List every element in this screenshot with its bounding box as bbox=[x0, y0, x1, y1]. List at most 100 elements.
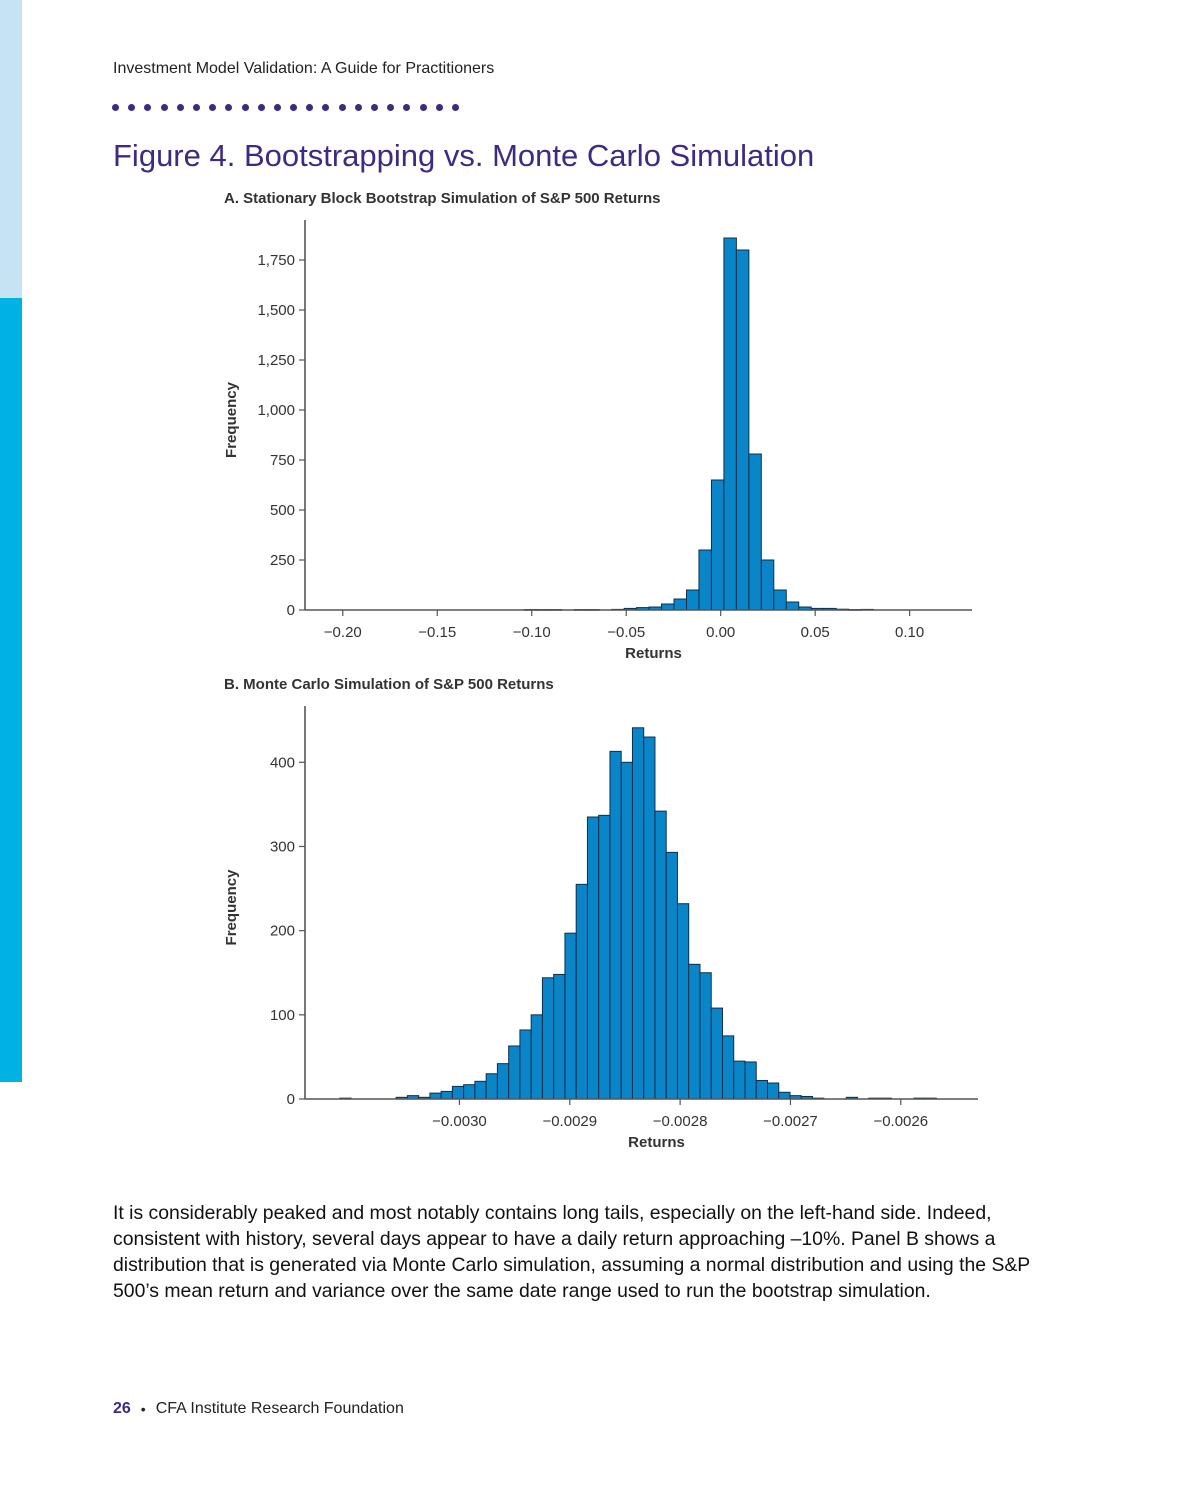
histogram-bar bbox=[785, 601, 800, 611]
histogram-bar bbox=[474, 1080, 487, 1100]
y-tick-label: 500 bbox=[270, 502, 295, 519]
histogram-bar bbox=[620, 761, 633, 1100]
histogram-bar bbox=[485, 1073, 498, 1100]
x-tick-label: 0.05 bbox=[801, 624, 830, 641]
y-axis-label: Frequency bbox=[223, 381, 240, 458]
histogram-bar bbox=[429, 1092, 442, 1100]
x-tick-label: 0.00 bbox=[706, 624, 735, 641]
divider-dot bbox=[354, 104, 362, 111]
histogram-bar bbox=[609, 750, 622, 1100]
divider-dot bbox=[209, 104, 217, 111]
divider-dot bbox=[257, 104, 265, 111]
histogram-bar bbox=[519, 1029, 532, 1100]
histogram-bar bbox=[440, 1090, 453, 1100]
divider-dot bbox=[128, 104, 136, 111]
histogram-bar bbox=[721, 1035, 735, 1100]
y-tick-label: 250 bbox=[270, 552, 295, 569]
histogram-bar bbox=[564, 932, 577, 1100]
x-tick-label: −0.0028 bbox=[653, 1113, 708, 1130]
publisher-name: CFA Institute Research Foundation bbox=[155, 1400, 404, 1417]
divider-dot bbox=[435, 104, 443, 111]
divider-dot bbox=[112, 104, 119, 111]
y-tick-label: 1,000 bbox=[257, 402, 295, 419]
divider-dot bbox=[306, 104, 314, 111]
histogram-bar bbox=[710, 479, 725, 611]
side-accent-dark bbox=[0, 298, 22, 1082]
x-tick-label: −0.0030 bbox=[432, 1113, 487, 1130]
histogram-bar bbox=[723, 237, 737, 611]
x-tick-label: −0.20 bbox=[324, 624, 362, 641]
panel-a-title: A. Stationary Block Bootstrap Simulation… bbox=[224, 190, 661, 207]
histogram-bar bbox=[676, 903, 690, 1100]
histogram-bar bbox=[710, 1007, 723, 1100]
histogram-bar bbox=[755, 1079, 768, 1100]
divider-dot bbox=[225, 104, 233, 111]
body-paragraph: It is considerably peaked and most notab… bbox=[113, 1202, 1030, 1302]
y-tick-label: 1,500 bbox=[257, 302, 295, 319]
divider-dot bbox=[371, 104, 378, 111]
histogram-bar bbox=[778, 1091, 791, 1100]
panel-b-title: B. Monte Carlo Simulation of S&P 500 Ret… bbox=[224, 676, 554, 693]
page-footer: 26 • CFA Institute Research Foundation bbox=[113, 1400, 404, 1418]
y-axis-label: Frequency bbox=[223, 869, 240, 946]
y-tick-label: 1,250 bbox=[257, 352, 295, 369]
histogram-bar bbox=[688, 963, 701, 1100]
x-axis-label: Returns bbox=[628, 1134, 685, 1151]
divider-dot bbox=[451, 104, 459, 111]
x-tick-label: −0.10 bbox=[513, 624, 551, 641]
divider-dot bbox=[160, 104, 168, 111]
y-tick-label: 100 bbox=[270, 1007, 295, 1024]
histogram-bar bbox=[661, 603, 675, 611]
x-axis-label: Returns bbox=[625, 645, 682, 662]
x-tick-label: 0.10 bbox=[895, 624, 924, 641]
histogram-bar bbox=[575, 883, 588, 1100]
running-head: Investment Model Validation: A Guide for… bbox=[113, 60, 495, 77]
y-tick-label: 400 bbox=[270, 754, 295, 771]
divider-dot bbox=[338, 104, 346, 111]
histogram-bar bbox=[735, 249, 750, 611]
histogram-bar bbox=[496, 1063, 510, 1100]
y-tick-label: 0 bbox=[287, 602, 295, 619]
x-tick-label: −0.05 bbox=[607, 624, 645, 641]
panel-b-chart: 0 100 200 300 400 −0.0030 −0.0029 −0.0028 −0.002… bbox=[223, 706, 978, 1151]
histogram-bar bbox=[733, 1060, 746, 1100]
histogram-bar bbox=[760, 559, 775, 611]
histogram-bar bbox=[463, 1084, 476, 1100]
divider-dot bbox=[176, 104, 184, 111]
divider-dot bbox=[192, 104, 200, 111]
y-tick-label: 300 bbox=[270, 838, 295, 855]
x-tick-label: −0.0026 bbox=[873, 1113, 928, 1130]
histogram-bar bbox=[553, 973, 566, 1100]
histogram-bar bbox=[698, 549, 712, 611]
histogram-bar bbox=[631, 727, 645, 1100]
divider-dot bbox=[144, 104, 152, 111]
y-tick-label: 200 bbox=[270, 923, 295, 940]
histogram-bar bbox=[685, 589, 700, 611]
footer-bullet: • bbox=[140, 1401, 146, 1417]
histogram-bar bbox=[598, 814, 611, 1100]
dot-divider bbox=[112, 104, 459, 111]
divider-dot bbox=[241, 104, 249, 111]
y-tick-label: 750 bbox=[270, 452, 295, 469]
histogram-bar bbox=[643, 736, 656, 1100]
histogram-bar bbox=[530, 1014, 543, 1100]
x-tick-label: −0.15 bbox=[418, 624, 456, 641]
histogram-bar bbox=[699, 972, 712, 1100]
panel-a-chart: 0 250 500 750 1,000 1,250 1,500 1,750 −0.20 −0.15… bbox=[223, 220, 972, 662]
divider-dot bbox=[419, 104, 427, 111]
histogram-bar bbox=[508, 1045, 521, 1100]
divider-dot bbox=[387, 104, 395, 111]
histogram-bar bbox=[451, 1085, 465, 1100]
y-tick-label: 0 bbox=[287, 1091, 295, 1108]
histogram-bar bbox=[586, 816, 600, 1100]
side-accent-light bbox=[0, 0, 22, 298]
page-number: 26 bbox=[113, 1400, 131, 1417]
histogram-bar bbox=[541, 977, 555, 1100]
divider-dot bbox=[403, 104, 411, 111]
histogram-bar bbox=[654, 810, 667, 1100]
figure-title: Figure 4. Bootstrapping vs. Monte Carlo … bbox=[113, 138, 815, 173]
histogram-bar bbox=[744, 1061, 757, 1100]
y-tick-label: 1,750 bbox=[257, 252, 295, 269]
histogram-bar bbox=[773, 589, 787, 611]
